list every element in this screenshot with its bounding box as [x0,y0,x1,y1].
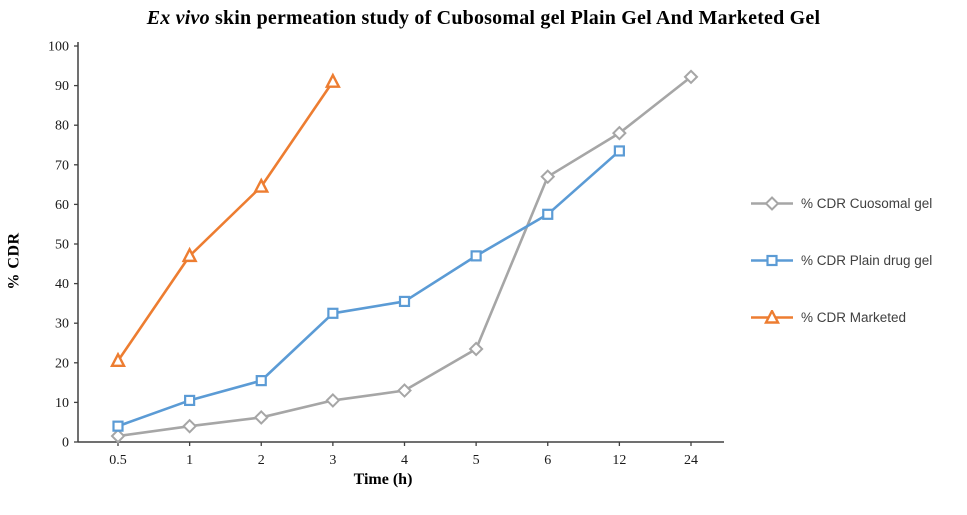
svg-text:6: 6 [544,453,551,468]
chart-body: % CDR 0 10 20 30 40 50 60 70 80 90 100 0.5 1 2 3 4 5 6 12 2… [0,32,967,489]
y-axis-title: % CDR [6,231,24,290]
svg-text:10: 10 [55,396,69,411]
legend: % CDR Cuosomal gel % CDR Plain drug gel % … [736,32,932,489]
svg-text:4: 4 [401,453,408,468]
svg-text:20: 20 [55,356,69,371]
legend-item: % CDR Plain drug gel [750,253,932,268]
legend-item: % CDR Cuosomal gel [750,196,932,211]
chart-title-rest: skin permeation study of Cubosomal gel P… [209,7,821,29]
svg-text:90: 90 [55,79,69,94]
svg-text:70: 70 [55,158,69,173]
legend-marker-triangle-icon [751,310,793,324]
legend-label: % CDR Marketed [801,310,907,325]
legend-item: % CDR Marketed [750,310,932,325]
svg-text:40: 40 [55,277,69,292]
svg-text:60: 60 [55,198,69,213]
plot-column: 0 10 20 30 40 50 60 70 80 90 100 0.5 1 2 3 4 5 6 12 24 Time… [30,32,736,489]
chart-title-italic: Ex vivo [146,7,210,29]
svg-text:100: 100 [48,40,69,55]
svg-text:12: 12 [612,453,626,468]
svg-text:80: 80 [55,119,69,134]
svg-text:24: 24 [684,453,698,468]
legend-marker-diamond-icon [751,196,793,211]
svg-text:30: 30 [55,317,69,332]
legend-label: % CDR Cuosomal gel [801,196,933,211]
x-axis-title: Time (h) [353,471,413,488]
svg-text:0: 0 [62,436,69,451]
legend-marker-square-icon [751,254,793,267]
legend-label: % CDR Plain drug gel [801,253,933,268]
chart-title: Ex vivo skin permeation study of Cubosom… [0,7,967,30]
svg-text:2: 2 [258,453,265,468]
svg-text:5: 5 [473,453,480,468]
svg-text:0.5: 0.5 [109,453,127,468]
svg-text:1: 1 [186,453,193,468]
svg-text:50: 50 [55,238,69,253]
svg-text:3: 3 [329,453,336,468]
y-axis-title-wrap: % CDR [0,32,30,489]
